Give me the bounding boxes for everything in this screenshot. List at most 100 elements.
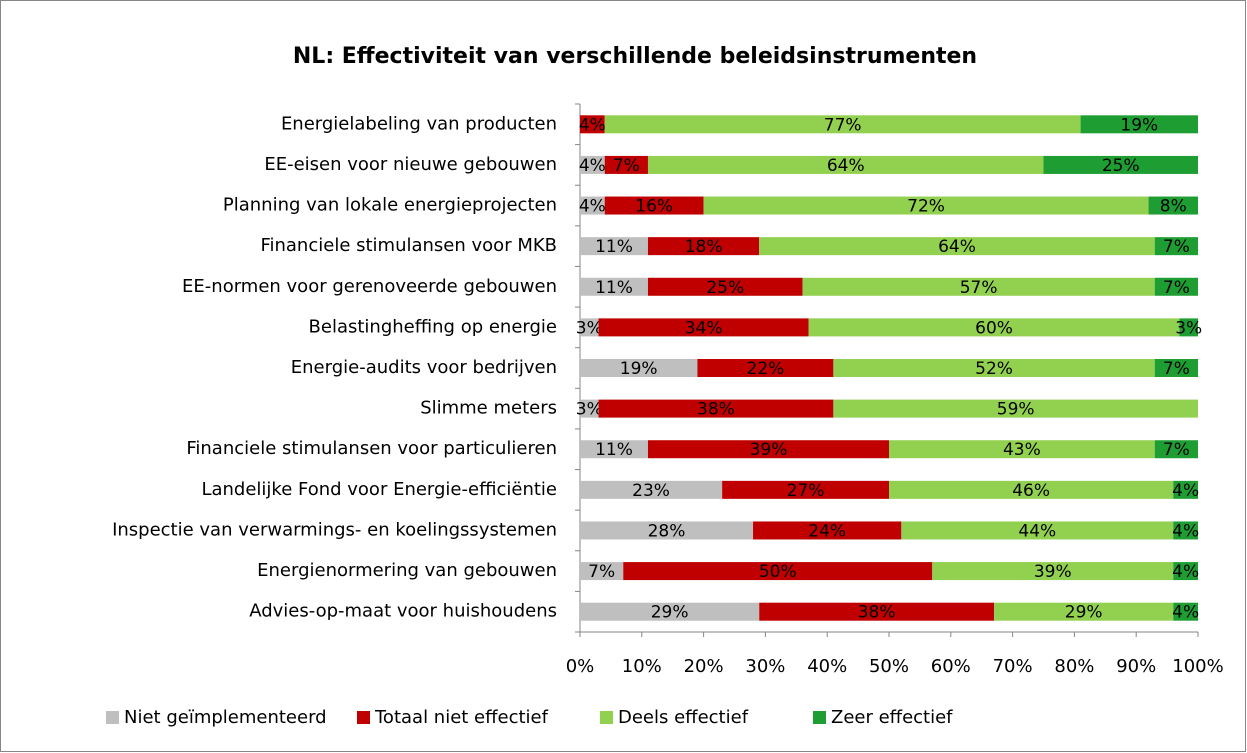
x-tick-label: 50% (869, 656, 909, 677)
legend-label: Deels effectief (618, 707, 749, 728)
bar-segment (580, 359, 698, 377)
data-label: 4% (579, 115, 606, 135)
legend-label: Niet geïmplementeerd (124, 707, 327, 728)
bar-segment (580, 562, 624, 581)
bar-segment (753, 521, 902, 540)
data-label: 11% (595, 278, 633, 298)
bar-segment (647, 440, 889, 459)
bar-segment (580, 115, 605, 134)
category-label: Energielabeling van producten (281, 113, 557, 134)
x-tick-label: 80% (1054, 656, 1094, 677)
data-label: 23% (632, 481, 670, 501)
data-label: 4% (1172, 481, 1199, 501)
bar-segment (833, 359, 1155, 377)
bar-segment (697, 359, 834, 377)
bar-segment (1173, 521, 1198, 540)
data-label: 7% (1163, 237, 1190, 257)
data-label: 46% (1012, 481, 1050, 501)
category-label: EE-eisen voor nieuwe gebouwen (264, 154, 557, 175)
data-label: 60% (975, 318, 1013, 338)
bar-segment (1148, 196, 1198, 215)
legend-swatch (357, 711, 370, 724)
data-label: 4% (1172, 521, 1199, 541)
data-label: 44% (1018, 521, 1056, 541)
data-label: 7% (1163, 359, 1190, 379)
bar-segment (580, 480, 723, 499)
legend-label: Zeer effectief (831, 707, 953, 728)
data-label: 7% (1163, 440, 1190, 460)
data-label: 77% (824, 115, 862, 135)
bar-segment (932, 562, 1174, 581)
data-label: 3% (576, 400, 603, 420)
bar-segment (1179, 318, 1198, 337)
bar-segment (1043, 155, 1198, 174)
data-label: 25% (1102, 156, 1140, 176)
data-label: 4% (579, 197, 606, 217)
bar-segment (647, 237, 760, 256)
x-tick-label: 60% (931, 656, 971, 677)
bar-segment (722, 480, 889, 499)
bar-segment (598, 399, 834, 418)
bar-segment (759, 237, 1155, 256)
category-label: EE-normen voor gerenoveerde gebouwen (182, 276, 557, 297)
category-label: Slimme meters (420, 398, 557, 419)
data-label: 8% (1160, 197, 1187, 217)
x-tick-label: 10% (622, 656, 662, 677)
bar-segment (623, 562, 933, 581)
bar-segment (580, 440, 648, 459)
x-tick-label: 40% (807, 656, 847, 677)
x-tick-label: 20% (684, 656, 724, 677)
data-label: 25% (706, 278, 744, 298)
category-label: Energienormering van gebouwen (257, 560, 557, 581)
bar-segment (759, 602, 995, 621)
data-label: 72% (907, 197, 945, 217)
data-label: 11% (595, 440, 633, 460)
category-label: Inspectie van verwarmings- en koelingssy… (112, 519, 557, 540)
data-label: 29% (651, 603, 689, 623)
bar-segment (802, 277, 1155, 296)
x-tick-label: 90% (1116, 656, 1156, 677)
bar-segment (1080, 115, 1198, 134)
bar-segment (808, 318, 1180, 337)
bar-segment (580, 318, 599, 337)
bar-segment (580, 237, 648, 256)
bar-segment (1173, 480, 1198, 499)
data-label: 4% (1172, 603, 1199, 623)
data-label: 16% (635, 197, 673, 217)
data-label: 22% (747, 359, 785, 379)
bar-segment (647, 155, 1044, 174)
data-label: 64% (827, 156, 865, 176)
bar-segment (1173, 562, 1198, 581)
legend-label: Totaal niet effectief (374, 707, 549, 728)
x-tick-label: 100% (1172, 656, 1223, 677)
data-label: 7% (613, 156, 640, 176)
data-label: 38% (858, 603, 896, 623)
bar-segment (1154, 277, 1198, 296)
data-label: 24% (808, 521, 846, 541)
bar-segment (1173, 602, 1198, 621)
category-label: Planning van lokale energieprojecten (223, 195, 557, 216)
data-label: 18% (685, 237, 723, 257)
x-tick-label: 30% (745, 656, 785, 677)
x-tick-label: 0% (566, 656, 595, 677)
bar-segment (1154, 237, 1198, 256)
category-label: Energie-audits voor bedrijven (291, 357, 557, 378)
data-label: 59% (997, 400, 1035, 420)
bar-segment (580, 155, 605, 174)
data-label: 7% (588, 562, 615, 582)
chart-title: NL: Effectiviteit van verschillende bele… (293, 44, 977, 69)
data-label: 39% (750, 440, 788, 460)
bar-segment (580, 521, 754, 540)
bar-segment (833, 399, 1198, 418)
bar-segment (604, 196, 704, 215)
data-label: 52% (975, 359, 1013, 379)
data-label: 3% (576, 318, 603, 338)
bar-segment (580, 277, 648, 296)
bar-segment (598, 318, 809, 337)
data-label: 19% (620, 359, 658, 379)
data-label: 11% (595, 237, 633, 257)
bar-segment (1154, 440, 1198, 459)
data-label: 43% (1003, 440, 1041, 460)
bar-segment (1154, 359, 1198, 377)
